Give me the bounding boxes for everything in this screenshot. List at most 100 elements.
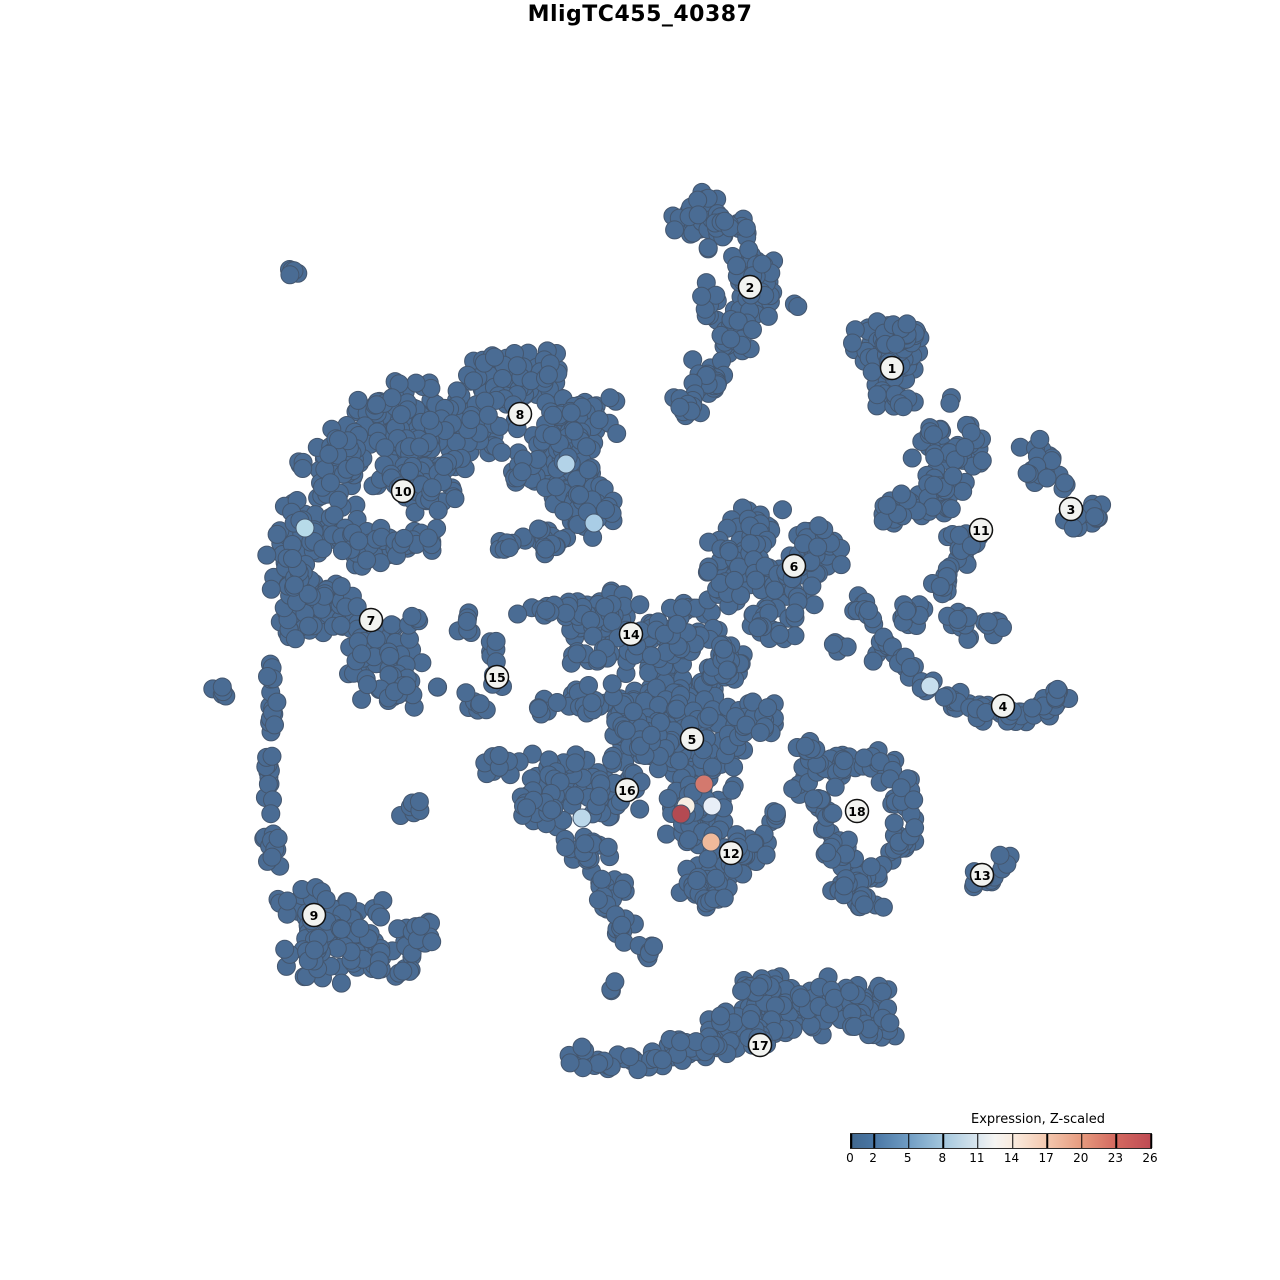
- data-point: [492, 442, 512, 462]
- data-point: [863, 651, 883, 671]
- legend-tick-mark: [1046, 1134, 1048, 1148]
- data-point: [698, 849, 718, 869]
- data-point: [809, 516, 829, 536]
- data-point: [517, 798, 537, 818]
- data-point: [320, 473, 340, 493]
- data-point: [746, 570, 766, 590]
- data-point: [623, 702, 643, 722]
- data-point: [262, 746, 282, 766]
- data-point: [393, 961, 413, 981]
- special-point: [702, 796, 722, 816]
- data-point: [854, 748, 874, 768]
- legend-tick-mark: [1150, 1134, 1152, 1148]
- data-point: [1085, 507, 1105, 527]
- cluster-label-5: 5: [679, 726, 705, 752]
- data-point: [743, 320, 762, 340]
- data-point: [293, 459, 313, 478]
- cluster-label-16: 16: [614, 777, 640, 803]
- data-point: [332, 541, 352, 561]
- data-point: [667, 699, 687, 719]
- data-point: [688, 205, 708, 225]
- data-point: [897, 601, 917, 621]
- legend-tick-label: 17: [1038, 1151, 1054, 1165]
- data-point: [766, 803, 786, 823]
- data-point: [665, 220, 685, 240]
- data-point: [785, 603, 805, 623]
- data-point: [802, 576, 822, 596]
- data-point: [692, 286, 712, 306]
- cluster-label-text: 14: [622, 627, 640, 642]
- data-point: [867, 385, 887, 405]
- data-point: [904, 790, 924, 810]
- cluster-label-text: 9: [310, 908, 319, 923]
- data-point: [722, 780, 742, 800]
- data-point: [804, 789, 823, 809]
- legend-tick-label: 2: [869, 1151, 877, 1165]
- data-point: [843, 333, 862, 353]
- data-point: [955, 438, 975, 457]
- data-point: [687, 871, 707, 890]
- cluster-label-text: 8: [516, 407, 525, 422]
- data-point: [422, 932, 442, 952]
- data-point: [902, 448, 922, 468]
- legend-tick-label: 20: [1073, 1151, 1089, 1165]
- legend-tick-label: 11: [969, 1151, 985, 1165]
- data-point: [461, 410, 481, 430]
- data-point: [457, 611, 477, 631]
- data-point: [507, 356, 527, 376]
- data-point: [445, 489, 465, 509]
- data-point: [925, 447, 945, 467]
- cluster-label-text: 16: [618, 783, 636, 798]
- data-point: [329, 430, 348, 450]
- legend-tick-label: 26: [1142, 1151, 1158, 1165]
- data-point: [667, 614, 687, 634]
- data-point: [428, 500, 448, 520]
- cluster-label-text: 15: [488, 670, 505, 685]
- special-point: [295, 518, 315, 538]
- legend-tick-mark: [1011, 1134, 1014, 1148]
- data-point: [283, 549, 302, 568]
- data-point: [285, 629, 305, 649]
- data-point: [589, 1054, 609, 1074]
- data-point: [834, 876, 854, 896]
- data-point: [612, 879, 632, 899]
- special-point: [694, 774, 714, 794]
- data-point: [405, 503, 425, 522]
- data-point: [840, 982, 860, 1002]
- cluster-label-11: 11: [968, 517, 994, 543]
- cluster-label-text: 5: [688, 732, 697, 747]
- data-point: [934, 687, 954, 707]
- data-point: [897, 314, 917, 334]
- data-point: [732, 981, 752, 1001]
- data-point: [748, 618, 768, 638]
- data-point: [212, 677, 232, 697]
- data-point: [1063, 518, 1083, 538]
- data-point: [412, 653, 432, 673]
- data-point: [861, 857, 881, 877]
- data-point: [542, 426, 562, 445]
- data-point: [331, 615, 351, 635]
- data-point: [570, 485, 590, 505]
- special-point: [556, 454, 576, 474]
- data-point: [394, 528, 414, 548]
- legend-tick-mark: [1081, 1134, 1083, 1148]
- data-point: [923, 425, 943, 445]
- data-point: [641, 646, 661, 666]
- cluster-label-15: 15: [484, 664, 510, 690]
- data-point: [345, 456, 365, 476]
- cluster-label-text: 11: [972, 523, 989, 538]
- special-point: [701, 832, 721, 852]
- special-point: [671, 804, 691, 824]
- data-point: [554, 501, 574, 521]
- data-point: [258, 774, 278, 794]
- data-point: [489, 746, 509, 765]
- legend-title: Expression, Z-scaled: [971, 1112, 1105, 1127]
- data-point: [817, 842, 837, 862]
- data-point: [434, 456, 454, 476]
- cluster-label-text: 7: [367, 613, 376, 628]
- data-point: [596, 500, 615, 519]
- data-point: [561, 403, 581, 423]
- plot-title: MligTC455_40387: [527, 2, 753, 27]
- legend-tick-mark: [977, 1134, 979, 1148]
